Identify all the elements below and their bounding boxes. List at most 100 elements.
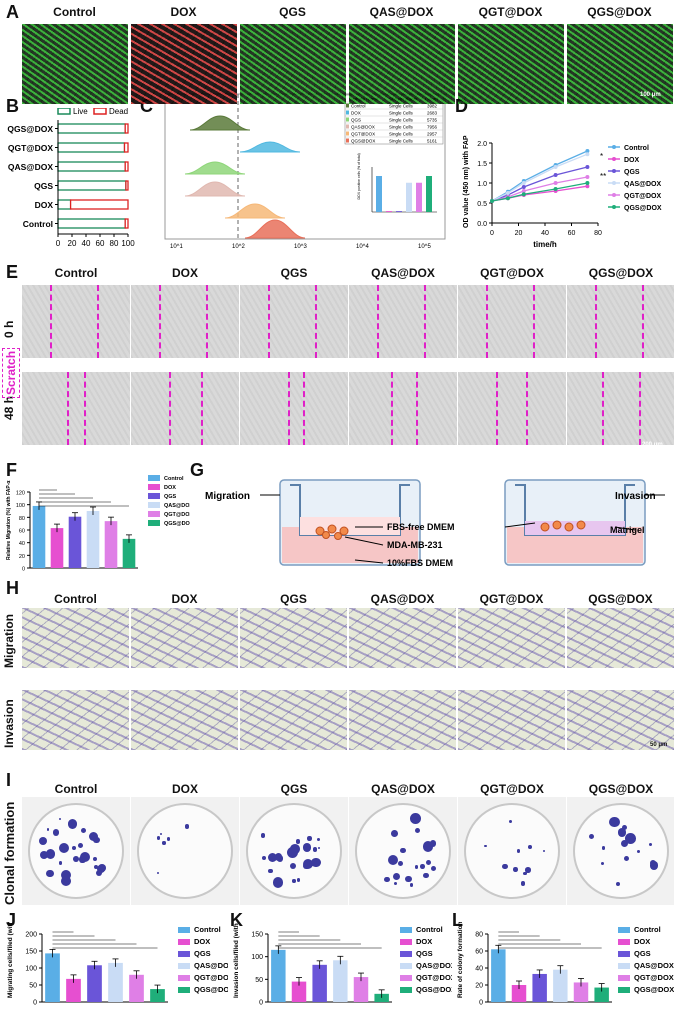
bar-dead xyxy=(125,180,129,191)
colony xyxy=(58,860,63,865)
bar-ytick: 50 xyxy=(29,983,37,990)
colony xyxy=(649,842,653,847)
c-table-sample: QGT@DOX xyxy=(351,132,375,137)
bar-ytick: 80 xyxy=(475,932,483,939)
c-table-count: 2957 xyxy=(427,132,438,137)
d-xtick: 60 xyxy=(568,230,576,237)
bar-ylabel: Invasion cells/filed (with FAP-α) xyxy=(233,922,240,998)
bar-live xyxy=(57,161,126,172)
fluorescence-image xyxy=(349,24,455,104)
bar-legend-label: QGS@DOX xyxy=(164,521,190,527)
colony xyxy=(391,829,399,837)
c-table-subset: Single Cells xyxy=(389,104,414,109)
bar-ytick: 150 xyxy=(251,932,263,939)
transwell-invasion-image xyxy=(131,690,238,750)
bar-legend-label: QGT@DOX xyxy=(164,512,190,518)
c-xtick: 10^3 xyxy=(294,244,307,250)
c-xtick: 10^5 xyxy=(418,244,431,250)
scratch-edge-line xyxy=(159,285,161,358)
d-ylabel: OD value (450 nm) with FAP-α xyxy=(463,135,470,228)
e-row-0h: 0 h xyxy=(2,320,16,338)
fluorescence-image xyxy=(458,24,564,104)
bar-ytick: 0 xyxy=(259,1000,263,1007)
bar-control xyxy=(491,949,506,1002)
d-xtick: 80 xyxy=(594,230,602,237)
d-legend-label: QGS xyxy=(624,169,640,176)
bar-legend-label: QAS@DOX xyxy=(416,961,452,970)
bar-qgs xyxy=(68,516,82,568)
transwell-invasion-image xyxy=(240,690,347,750)
colony xyxy=(317,837,321,841)
scratch-image xyxy=(458,372,566,445)
colony xyxy=(67,818,78,829)
d-xlabel: time/h xyxy=(533,240,557,249)
scratch-edge-line xyxy=(50,285,52,358)
colony xyxy=(289,862,296,869)
c-table-count: 5161 xyxy=(427,139,438,144)
bar-dox xyxy=(511,985,527,1002)
colony xyxy=(409,812,421,824)
bar-ytick: 40 xyxy=(19,541,25,547)
col-header-h: QGT@DOX xyxy=(479,592,544,606)
h-row-invasion: Invasion xyxy=(2,699,16,748)
d-point xyxy=(585,149,590,153)
panel-d-od-line-chart: 0.0 0.5 1.0 1.5 2.0 0 20 40 60 80 time/h OD value (… xyxy=(463,135,662,249)
colony xyxy=(484,844,487,847)
col-header-e: QGT@DOX xyxy=(480,266,544,280)
colony xyxy=(268,853,278,863)
bar-qas-dox xyxy=(553,969,568,1002)
bar-qgs-dox xyxy=(150,989,165,1002)
c-table-sample: DOX xyxy=(351,111,361,116)
c-inset-ylabel: DOX positive cells (% of total) xyxy=(357,153,361,199)
scratch-image xyxy=(458,285,566,358)
scratch-image xyxy=(22,285,130,358)
scale-bar-a: 100 μm xyxy=(640,92,661,98)
bar-ytick: 20 xyxy=(475,983,483,990)
dish-rim xyxy=(573,803,669,899)
bar-legend-label: QAS@DOX xyxy=(164,503,190,509)
col-header-e: DOX xyxy=(171,266,198,280)
bar-legend-label: Control xyxy=(164,476,184,482)
histogram-peak xyxy=(224,203,286,219)
g-label-matrigel: Matrigel xyxy=(610,525,645,535)
g-label-invasion: Invasion xyxy=(615,491,656,502)
colony xyxy=(93,836,100,844)
c-inset-bar xyxy=(396,211,402,212)
bar-live xyxy=(57,180,127,191)
c-table-sample: Control xyxy=(351,104,366,109)
colony xyxy=(79,852,90,863)
bar-dead xyxy=(124,218,129,229)
d-point xyxy=(505,191,510,195)
d-legend-label: QAS@DOX xyxy=(624,181,661,188)
bar-ytick: 20 xyxy=(19,554,25,560)
b-category-label: QGS xyxy=(34,181,53,191)
colony xyxy=(286,846,298,858)
g-label-cells: MDA-MB-231 xyxy=(387,540,443,550)
scratch-edge-line xyxy=(639,372,641,445)
transwell-invasion xyxy=(504,479,646,566)
culture-dish xyxy=(349,797,457,905)
b-tick-label: 0 xyxy=(56,239,61,248)
culture-dish xyxy=(240,797,348,905)
bar-qgt-dox xyxy=(353,977,369,1002)
scratch-edge-line xyxy=(169,372,171,445)
bar-qas-dox xyxy=(333,960,348,1002)
colony xyxy=(38,837,48,846)
panel-c-flow-cytometry: Sample NameSubset NameCountControlSingle… xyxy=(164,93,446,250)
colony xyxy=(184,824,189,829)
culture-dish xyxy=(22,797,130,905)
bar-dead xyxy=(124,161,129,172)
col-header-i: QGT@DOX xyxy=(480,782,544,796)
bar-legend-label: DOX xyxy=(634,937,650,946)
c-xtick: 10^4 xyxy=(356,244,369,250)
bar-live xyxy=(57,199,72,210)
c-xtick: 10^2 xyxy=(232,244,245,250)
bar-ytick: 50 xyxy=(255,977,263,984)
d-point xyxy=(585,152,590,157)
colony xyxy=(96,869,103,876)
transwell-invasion-image xyxy=(22,690,129,750)
colony xyxy=(274,853,283,861)
d-ytick: 1.5 xyxy=(477,161,487,168)
c-table-count: 2683 xyxy=(427,111,438,116)
bar-dox xyxy=(50,528,64,568)
